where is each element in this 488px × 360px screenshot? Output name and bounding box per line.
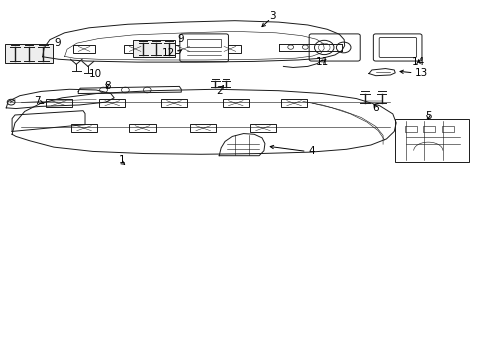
Text: 8: 8: [104, 81, 110, 91]
FancyBboxPatch shape: [249, 124, 276, 132]
FancyBboxPatch shape: [308, 34, 360, 61]
FancyBboxPatch shape: [190, 124, 216, 132]
Text: 11: 11: [315, 57, 328, 67]
FancyBboxPatch shape: [161, 99, 187, 108]
FancyBboxPatch shape: [45, 99, 72, 108]
Text: 6: 6: [372, 103, 378, 113]
FancyBboxPatch shape: [71, 124, 97, 132]
FancyBboxPatch shape: [73, 45, 95, 53]
Text: 2: 2: [216, 86, 222, 96]
FancyBboxPatch shape: [378, 37, 416, 58]
FancyBboxPatch shape: [394, 118, 468, 162]
Text: 9: 9: [177, 34, 183, 44]
Text: 1: 1: [119, 155, 125, 165]
FancyBboxPatch shape: [218, 45, 241, 53]
FancyBboxPatch shape: [372, 34, 421, 61]
Bar: [132, 40, 175, 57]
FancyBboxPatch shape: [222, 99, 248, 108]
Bar: [441, 126, 453, 132]
FancyBboxPatch shape: [172, 45, 195, 53]
FancyBboxPatch shape: [281, 99, 306, 108]
Text: 3: 3: [269, 11, 275, 21]
Text: 4: 4: [308, 147, 315, 157]
Text: 9: 9: [55, 38, 61, 48]
Text: 13: 13: [414, 68, 427, 78]
Bar: [404, 126, 416, 132]
Text: 14: 14: [411, 57, 425, 67]
Bar: [187, 39, 221, 47]
FancyBboxPatch shape: [123, 45, 146, 53]
Bar: [5, 44, 53, 63]
Text: 7: 7: [35, 96, 41, 107]
Text: 12: 12: [162, 48, 175, 58]
FancyBboxPatch shape: [129, 124, 155, 132]
Text: 5: 5: [424, 111, 431, 121]
FancyBboxPatch shape: [180, 34, 228, 62]
Bar: [423, 126, 434, 132]
Text: 10: 10: [89, 68, 102, 78]
FancyBboxPatch shape: [99, 99, 125, 108]
